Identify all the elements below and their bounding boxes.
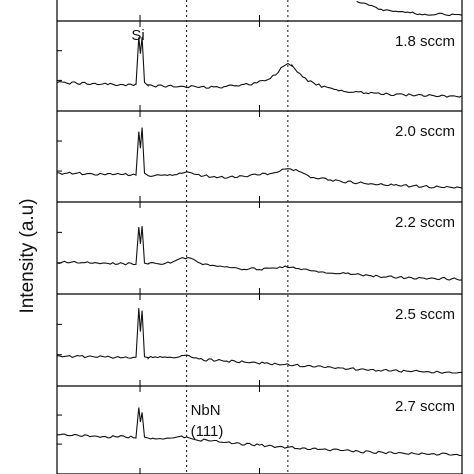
chart-frame: [56, 0, 463, 474]
si-peak-label: Si: [131, 27, 144, 44]
panel-label: 2.7 sccm: [395, 398, 455, 415]
series-line: [56, 226, 462, 281]
panel-label: 1.8 sccm: [395, 33, 455, 50]
series-line: [56, 308, 462, 374]
series-line: [356, 0, 463, 17]
series-group: [56, 0, 463, 457]
panel-label: 2.0 sccm: [395, 123, 455, 140]
reference-lines: [186, 0, 289, 474]
reference-label: NbN (111): [191, 402, 224, 440]
y-axis-label: Intensity (a.u): [17, 198, 38, 313]
series-line: [56, 407, 463, 457]
panel-label: 2.5 sccm: [395, 306, 455, 323]
panel-label: 2.2 sccm: [395, 214, 455, 231]
label-group: NbN (111) 1.8 sccm 2.0 sccm 2.2 sccm 2.5 sccm…: [131, 27, 455, 440]
series-line: [56, 127, 463, 189]
series-line: [56, 37, 463, 98]
